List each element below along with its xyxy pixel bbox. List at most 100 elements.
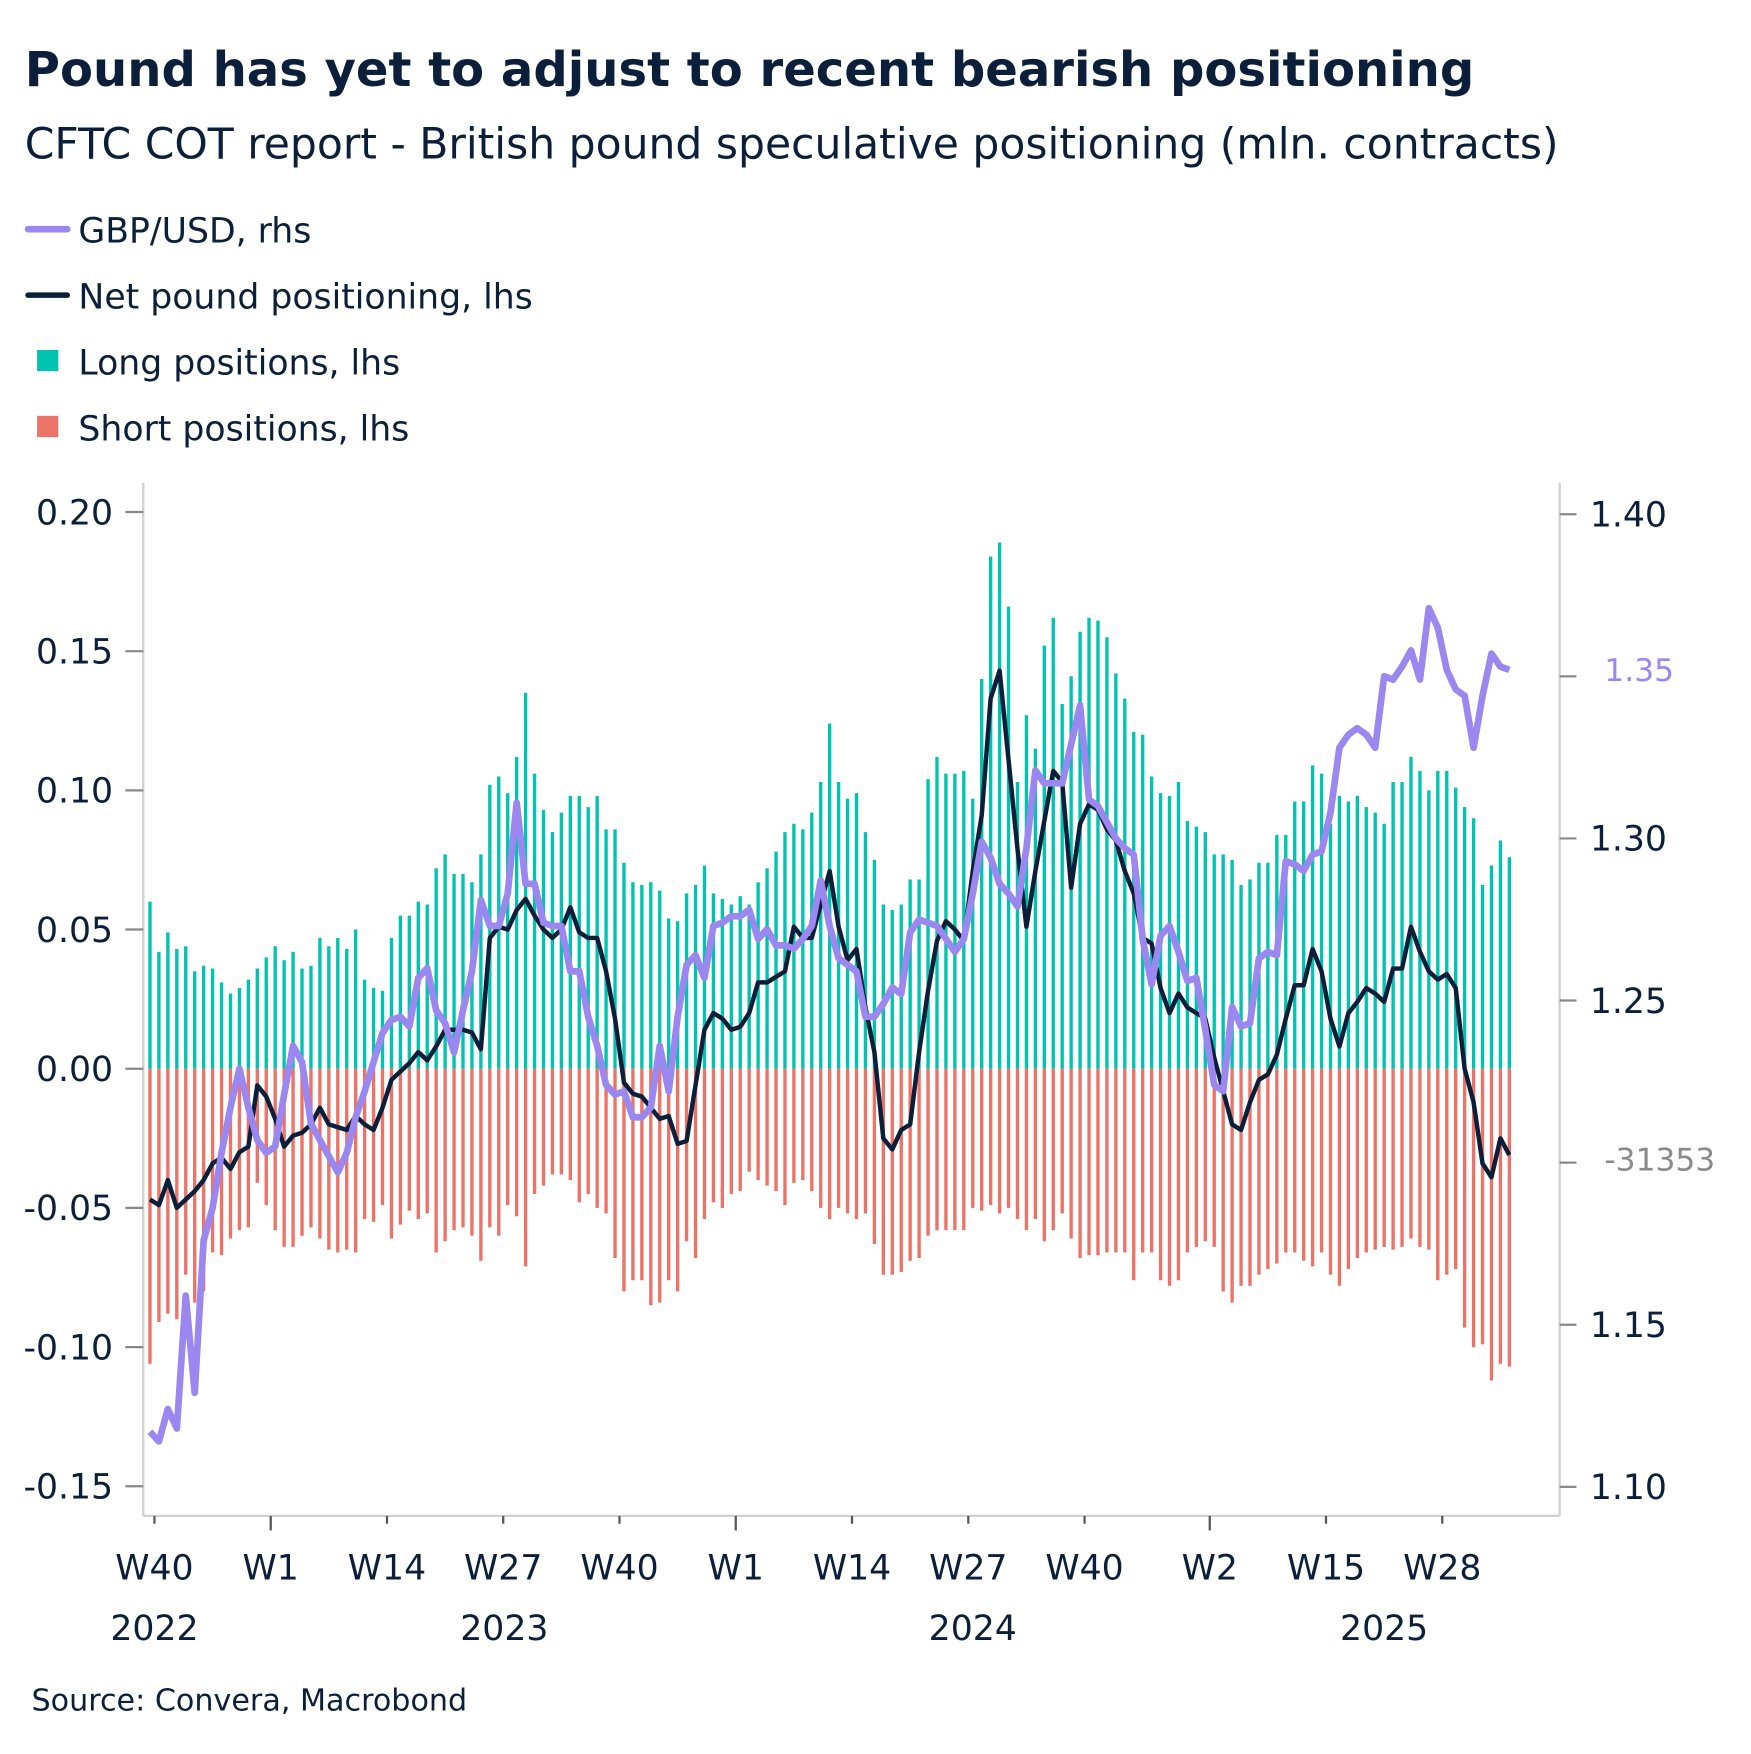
short-bar	[157, 1068, 161, 1323]
long-bar	[1185, 820, 1190, 1069]
long-bar	[1105, 637, 1109, 1069]
short-bar	[711, 1068, 716, 1203]
x-tick-label: W40	[1045, 1549, 1123, 1589]
long-bar	[1471, 818, 1476, 1069]
long-bar	[1060, 704, 1064, 1069]
short-bar	[210, 1068, 215, 1253]
short-bar	[1400, 1068, 1404, 1247]
long-bar	[148, 901, 152, 1069]
short-bar	[774, 1068, 778, 1192]
long-bar	[935, 756, 939, 1069]
long-bar	[193, 971, 197, 1069]
long-bar	[908, 879, 912, 1069]
long-bar	[1489, 865, 1494, 1069]
short-bar	[944, 1068, 948, 1231]
right-axis-ticks: 1.40 1.30 1.25 1.15 1.10	[1559, 496, 1667, 1508]
net-positioning-line	[148, 668, 1512, 1211]
short-bar	[756, 1068, 760, 1181]
short-bar	[1167, 1068, 1172, 1286]
short-bar	[1239, 1068, 1243, 1286]
long-bar	[371, 987, 376, 1069]
short-bar	[1319, 1068, 1324, 1253]
gbpusd-line	[147, 604, 1511, 1445]
long-bar	[1337, 795, 1342, 1069]
short-bar	[318, 1068, 322, 1239]
long-bar	[1293, 801, 1297, 1069]
long-bar	[819, 782, 823, 1069]
long-bar	[1301, 801, 1306, 1069]
legend-item-short: Short positions, lhs	[37, 409, 409, 449]
short-bar	[988, 1068, 993, 1206]
short-bar	[380, 1068, 385, 1206]
long-bar	[881, 904, 886, 1069]
short-bar	[255, 1068, 259, 1183]
long-bar	[398, 915, 403, 1069]
short-bar	[1284, 1068, 1288, 1253]
long-bar	[988, 556, 993, 1069]
gbpusd-last-value-annotation: 1.35	[1604, 653, 1674, 689]
source-note: Source: Convera, Macrobond	[31, 1683, 467, 1718]
short-bar	[1355, 1068, 1359, 1259]
long-bar	[854, 793, 859, 1069]
short-bar	[416, 1068, 420, 1220]
short-bar	[667, 1068, 671, 1281]
long-bar	[568, 795, 572, 1069]
x-tick-label: W1	[243, 1549, 299, 1589]
short-bar	[1382, 1068, 1386, 1247]
long-bar	[1114, 673, 1118, 1069]
right-tick-label: 1.15	[1590, 1306, 1667, 1346]
short-bar	[1212, 1068, 1216, 1247]
legend-label: GBP/USD, rhs	[78, 212, 311, 252]
long-bar	[1382, 823, 1386, 1069]
short-bar	[1337, 1068, 1342, 1286]
legend-label: Short positions, lhs	[78, 409, 409, 449]
long-bar	[157, 951, 161, 1069]
long-bar	[1454, 787, 1458, 1069]
short-bar	[586, 1068, 590, 1194]
short-bar	[872, 1068, 877, 1245]
short-bar	[971, 1068, 975, 1208]
short-bar	[291, 1068, 295, 1247]
right-tick-label: 1.25	[1590, 982, 1667, 1022]
long-bar	[675, 921, 680, 1069]
long-bar	[980, 679, 984, 1069]
long-bar	[729, 904, 733, 1069]
long-bar	[1266, 862, 1270, 1069]
long-bar	[273, 946, 277, 1069]
long-bar	[640, 885, 644, 1069]
short-bar	[1489, 1068, 1494, 1381]
short-bar	[908, 1068, 912, 1261]
long-bar	[667, 918, 671, 1069]
short-bar	[801, 1068, 805, 1181]
x-tick-label: W40	[115, 1549, 193, 1589]
legend-item-gbpusd: GBP/USD, rhs	[24, 212, 311, 252]
long-bar	[1418, 770, 1422, 1069]
long-bar	[336, 937, 340, 1069]
long-bar	[228, 993, 233, 1069]
chart-subtitle: CFTC COT report - British pound speculat…	[25, 121, 1559, 170]
short-bar	[1462, 1068, 1467, 1328]
long-bar	[997, 542, 1002, 1069]
long-bar	[300, 968, 304, 1069]
short-bar	[729, 1068, 733, 1194]
long-bar	[604, 829, 608, 1069]
x-tick-label: W1	[708, 1549, 764, 1589]
short-bar	[1114, 1068, 1118, 1253]
short-bar	[899, 1068, 903, 1272]
left-tick-label: 0.10	[36, 772, 113, 812]
long-bar	[1355, 795, 1359, 1069]
short-bar	[452, 1068, 456, 1231]
short-bar	[1024, 1068, 1029, 1231]
short-bar	[1194, 1068, 1199, 1247]
short-bar	[264, 1068, 268, 1206]
long-bar	[1024, 715, 1029, 1069]
short-bar	[1364, 1068, 1368, 1253]
x-tick-label: W14	[348, 1549, 426, 1589]
long-bar	[532, 773, 537, 1069]
short-bar	[1248, 1068, 1252, 1286]
long-bar	[1212, 854, 1216, 1069]
long-bar	[353, 929, 358, 1069]
long-bar	[1248, 879, 1252, 1069]
short-bar	[398, 1068, 403, 1225]
